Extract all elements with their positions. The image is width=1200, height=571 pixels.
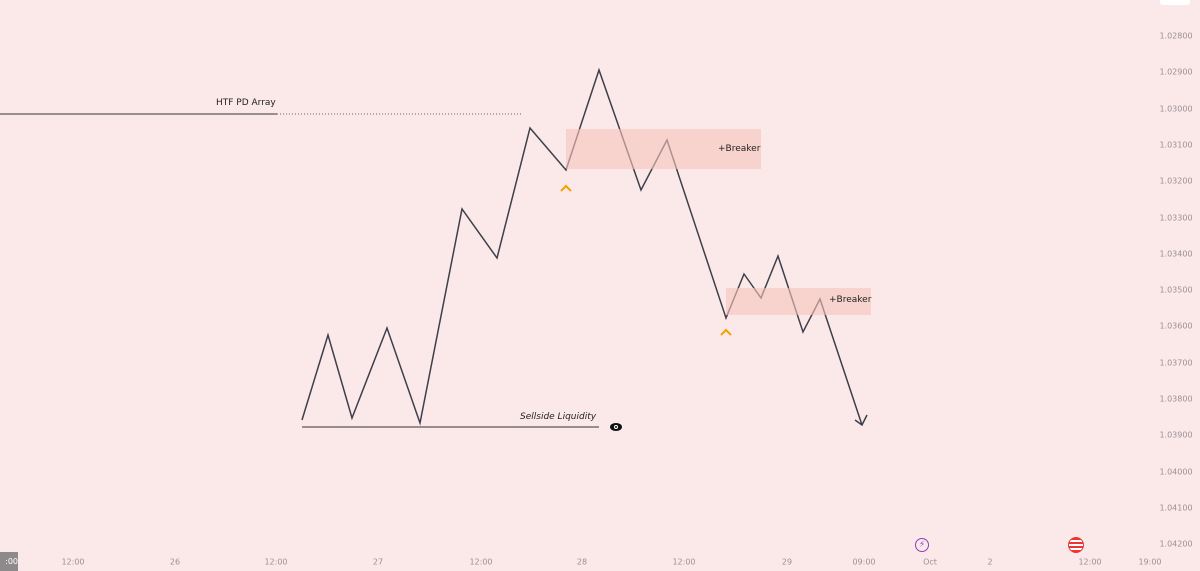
price-scale-top [1160,0,1190,5]
price-tick: 1.04100 [1159,503,1193,513]
price-tick: 1.03800 [1159,394,1193,404]
breaker-zone[interactable] [566,129,761,169]
price-tick: 1.03500 [1159,285,1193,295]
time-tick: 12:00 [61,557,85,567]
caret-up-icon [560,184,572,192]
htf-label: HTF PD Array [216,98,276,108]
price-tick: 1.04200 [1159,539,1193,549]
time-tick: Oct [923,557,937,567]
breaker-label: +Breaker [718,144,761,154]
time-tick: 2 [987,557,993,567]
price-tick: 1.02900 [1159,67,1193,77]
price-tick: 1.03100 [1159,140,1193,150]
sellside-label: Sellside Liquidity [520,412,597,422]
eye-icon [610,423,622,431]
time-tick: 12:00 [469,557,493,567]
current-time-badge: :00 [0,552,18,571]
price-tick: 1.03900 [1159,430,1193,440]
price-path [301,67,863,426]
time-tick: 27 [372,557,384,567]
time-tick: 12:00 [672,557,696,567]
time-tick: 29 [781,557,793,567]
price-tick: 1.03600 [1159,321,1193,331]
breaker-label: +Breaker [829,295,872,305]
price-tick: 1.03000 [1159,104,1193,114]
arrow-head-icon [854,414,868,427]
time-tick: 12:00 [264,557,288,567]
time-tick: 19:00 [1138,557,1162,567]
time-tick: 28 [576,557,588,567]
us-flag-event-icon[interactable] [1068,537,1084,553]
price-tick: 1.03700 [1159,358,1193,368]
price-tick: 1.04000 [1159,467,1193,477]
time-tick: 09:00 [852,557,876,567]
price-tick: 1.03300 [1159,213,1193,222]
price-tick: 1.02800 [1159,31,1193,41]
time-tick: 12:00 [1078,557,1102,567]
price-tick: 1.03400 [1159,249,1193,259]
lightning-event-icon[interactable]: ⚡ [915,538,929,552]
price-tick: 1.03200 [1159,176,1193,186]
breaker-zone[interactable] [726,288,871,315]
caret-up-icon [720,328,732,336]
time-tick: 26 [169,557,181,567]
